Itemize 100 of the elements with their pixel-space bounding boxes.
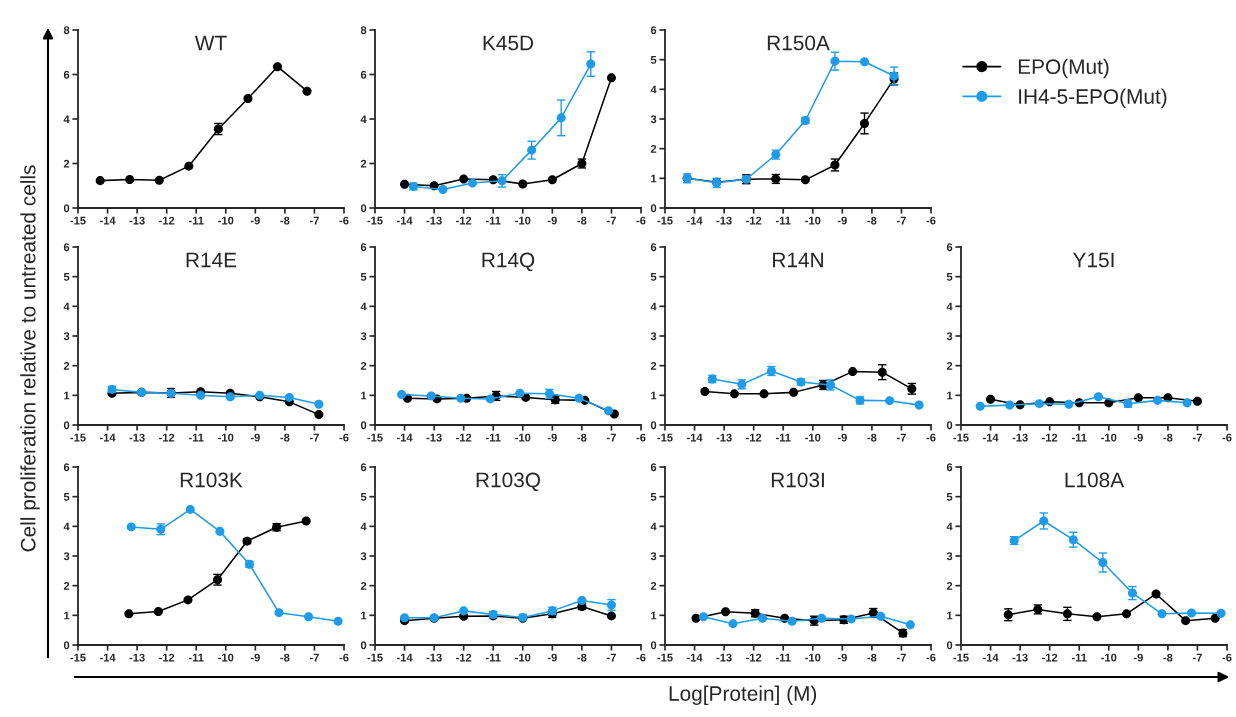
point	[154, 175, 164, 185]
y-tick-label: 4	[63, 522, 70, 531]
y-tick-label: 3	[63, 552, 70, 561]
x-tick-label: -12	[159, 653, 175, 662]
point	[243, 94, 253, 104]
y-tick-label: 4	[360, 302, 367, 311]
x-tick-label: -8	[867, 433, 877, 442]
x-tick-label: -10	[805, 433, 821, 442]
x-axis-title: Log[Protein] (M)	[669, 685, 817, 705]
point	[859, 57, 870, 67]
y-tick-label: 4	[360, 522, 367, 531]
point	[577, 595, 587, 606]
chart-title: R103I	[771, 472, 824, 488]
point	[758, 613, 768, 623]
x-tick-label: -7	[309, 216, 319, 225]
x-tick-label: -7	[309, 433, 319, 442]
y-tick-label: 2	[360, 159, 367, 168]
point	[314, 410, 324, 420]
point	[905, 620, 915, 630]
y-tick-label: 1	[947, 611, 953, 620]
x-tick-label: -15	[657, 216, 673, 225]
x-tick-label: -14	[686, 216, 703, 225]
point	[975, 401, 985, 411]
x-tick-label: -15	[70, 216, 86, 225]
y-tick-label: 3	[946, 552, 953, 561]
x-tick-label: -14	[982, 653, 999, 662]
y-tick-label: 5	[63, 273, 70, 281]
y-tick-label: 1	[64, 391, 70, 400]
x-tick-label: -14	[982, 433, 999, 442]
x-tick-label: -12	[456, 216, 472, 225]
y-tick-label: 0	[360, 204, 367, 213]
x-tick-label: -13	[129, 433, 145, 442]
chart-title: R14N	[773, 252, 823, 268]
y-tick-label: 6	[360, 70, 367, 79]
y-tick-label: 1	[651, 174, 657, 183]
y-tick-label: 4	[650, 522, 657, 531]
x-tick-label: -11	[188, 433, 204, 442]
x-tick-label: -15	[953, 433, 969, 442]
y-tick-label: 6	[946, 243, 953, 252]
point	[459, 174, 469, 184]
y-tick-label: 3	[650, 115, 657, 124]
y-tick-label: 0	[946, 421, 953, 430]
point	[1192, 396, 1202, 406]
point	[225, 392, 235, 402]
x-tick-label: -13	[426, 216, 442, 225]
point	[333, 616, 343, 626]
point	[1153, 395, 1163, 405]
x-tick-label: -8	[867, 216, 877, 225]
legend-label: EPO(Mut)	[1018, 58, 1109, 79]
x-tick-label: -6	[339, 433, 349, 442]
x-tick-label: -10	[218, 433, 234, 442]
x-tick-label: -11	[775, 216, 791, 225]
x-tick-label: -15	[657, 433, 673, 442]
x-tick-label: -9	[547, 216, 557, 225]
x-tick-label: -13	[129, 216, 145, 225]
point	[304, 612, 314, 622]
y-tick-label: 1	[947, 391, 953, 400]
point	[302, 86, 312, 96]
point	[518, 179, 528, 189]
y-tick-label: 2	[360, 361, 367, 370]
y-tick-label: 0	[650, 204, 657, 213]
x-tick-label: -12	[456, 653, 472, 662]
y-tick-label: 5	[63, 493, 70, 501]
x-tick-label: -6	[1222, 433, 1232, 442]
y-tick-label: 8	[63, 26, 70, 35]
x-tick-label: -11	[1071, 433, 1087, 442]
point	[1092, 612, 1102, 622]
point	[846, 614, 856, 624]
y-tick-label: 4	[946, 522, 953, 531]
point	[426, 391, 436, 401]
y-tick-label: 0	[360, 641, 367, 650]
point	[728, 619, 738, 629]
point	[185, 504, 195, 514]
x-tick-label: -6	[339, 653, 349, 662]
y-tick-label: 6	[650, 243, 657, 252]
x-tick-label: -12	[746, 653, 762, 662]
legend-label: IH4-5-EPO(Mut)	[1019, 88, 1167, 109]
y-tick-label: 5	[946, 493, 953, 501]
y-tick-label: 2	[650, 361, 657, 370]
x-tick-label: -7	[606, 653, 616, 662]
x-tick-label: -10	[515, 433, 531, 442]
point	[153, 606, 163, 616]
point	[759, 389, 769, 399]
x-tick-label: -10	[1101, 653, 1117, 662]
y-tick-label: 4	[946, 302, 953, 311]
y-tick-label: 0	[650, 421, 657, 430]
point	[314, 399, 324, 409]
point	[456, 393, 466, 403]
x-tick-label: -12	[159, 216, 175, 225]
x-tick-label: -7	[896, 653, 906, 662]
x-tick-label: -8	[577, 433, 587, 442]
point	[184, 161, 194, 171]
point	[1064, 399, 1074, 409]
x-tick-label: -11	[1071, 653, 1087, 662]
x-tick-label: -8	[577, 216, 587, 225]
y-tick-label: 1	[361, 611, 367, 620]
point	[817, 613, 827, 623]
x-tick-label: -13	[716, 433, 732, 442]
y-tick-label: 3	[650, 332, 657, 341]
x-tick-label: -6	[1222, 653, 1232, 662]
